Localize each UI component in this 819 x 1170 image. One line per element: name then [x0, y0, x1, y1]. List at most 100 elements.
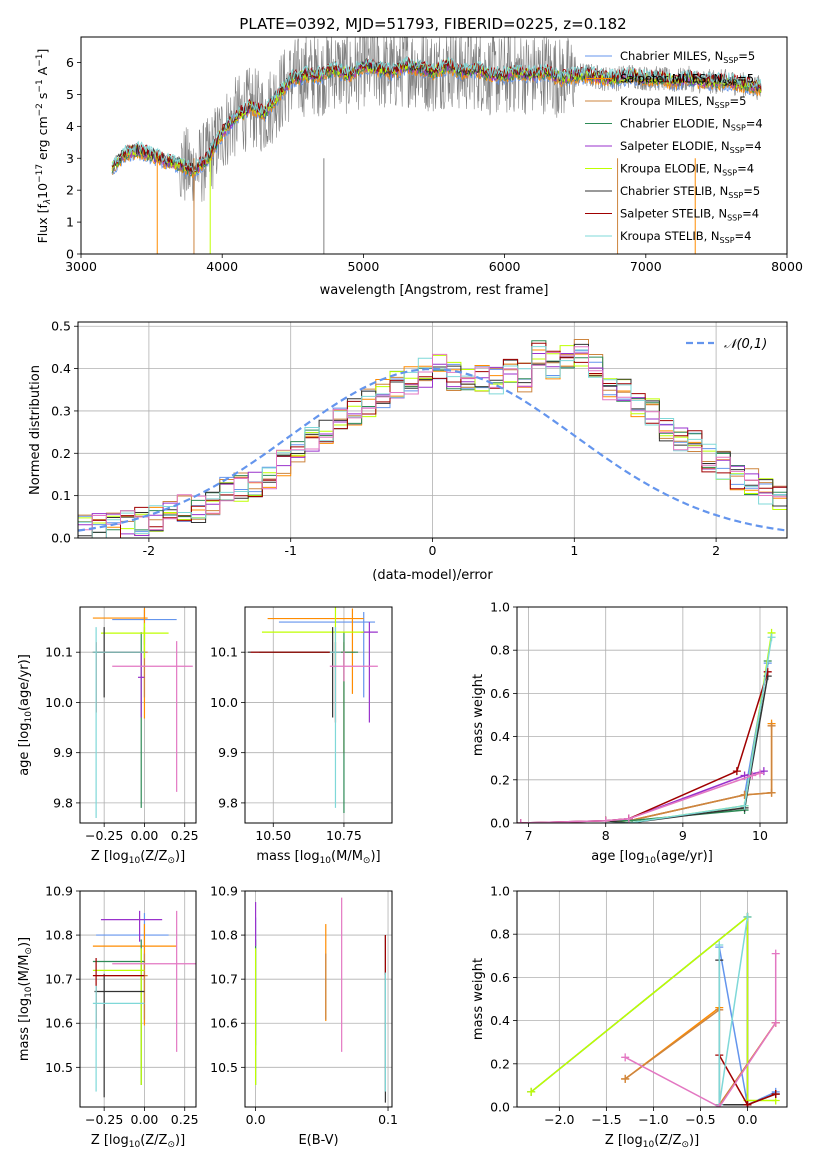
legend-entry: Kroupa MILES, NSSP=5: [620, 94, 746, 110]
label-part: −1: [35, 54, 45, 67]
label-part: (Z/Z: [654, 1133, 681, 1148]
x-tick-label: 0.25: [171, 1112, 199, 1127]
weight-marker: [732, 767, 741, 776]
y-tick-label: 0.2: [490, 772, 510, 787]
legend-entry: Salpeter STELIB, NSSP=4: [620, 207, 759, 223]
y-axis-label: Flux [fλ10−17 erg cm−2 s−1 A−1]: [35, 49, 53, 244]
legend-entry: Kroupa ELODIE, NSSP=4: [620, 162, 754, 178]
label-part: −2: [35, 103, 45, 116]
legend-text-part: =5: [737, 72, 754, 86]
legend-text-part: SSP: [723, 56, 738, 65]
label-part: 10: [320, 856, 332, 866]
x-axis-label: wavelength [Angstrom, rest frame]: [320, 283, 549, 298]
weight-line: [718, 916, 749, 1105]
y-tick-label: 0.3: [51, 403, 71, 418]
spectrum-panel: 3000 4000 5000 6000 7000 8000 0 1 2 3 4 5 6 wavelengt…: [35, 36, 803, 298]
y-tick-label: 0.0: [490, 816, 510, 831]
weight-line: [520, 772, 761, 823]
weight-marker: [527, 1087, 536, 1096]
plot-area: [78, 339, 787, 538]
weight-marker: [756, 769, 764, 778]
x-tick-label: 0.25: [171, 828, 199, 843]
axes-frame: [79, 890, 197, 1108]
label-part: A: [35, 66, 50, 79]
x-tick-label: 10.75: [326, 828, 362, 843]
x-tick-label: −1.0: [638, 1112, 668, 1127]
y-tick-label: 10.8: [210, 928, 238, 943]
label-part: (Z/Z: [140, 1133, 167, 1148]
y-tick-label: 10.6: [45, 1016, 73, 1031]
x-tick-label: 0.00: [131, 828, 159, 843]
weight-marker: [767, 721, 776, 730]
x-axis-label: Z [log10(Z/Z⊙)]: [91, 849, 185, 866]
weight-marker: [601, 816, 610, 823]
x-axis-label: E(B-V): [298, 1133, 338, 1148]
weight-marker: [621, 1074, 630, 1083]
x-tick-label: 0.0: [738, 1112, 758, 1127]
axes-frame: [244, 890, 393, 1108]
legend-text-part: Chabrier MILES, N: [620, 49, 723, 63]
label-part: Z [log: [91, 1133, 129, 1148]
weight-marker: [621, 1053, 630, 1062]
x-tick-label: 3000: [65, 259, 97, 274]
y-tick-label: 2: [66, 183, 74, 198]
weight-marker: [715, 1103, 724, 1107]
label-part: (M/M: [331, 849, 363, 864]
x-tick-label: 10.50: [255, 828, 291, 843]
legend-text-part: SSP: [730, 146, 745, 155]
axes-frame: [80, 36, 788, 255]
weight-marker: [743, 1100, 752, 1107]
axes-frame: [77, 321, 788, 539]
legend-text-part: SSP: [715, 101, 730, 110]
y-tick-label: 10.7: [210, 972, 238, 987]
label-part: mass [log: [256, 849, 319, 864]
grid: [245, 890, 392, 1107]
weight-marker: [771, 1018, 780, 1027]
legend-text-part: SSP: [720, 236, 735, 245]
label-part: Flux [f: [35, 204, 50, 244]
legend-entry: Salpeter ELODIE, NSSP=4: [620, 139, 762, 155]
x-tick-label: 0.1: [378, 1112, 398, 1127]
grid: [80, 890, 196, 1107]
label-part: )]: [175, 1133, 185, 1148]
x-tick-label: −0.5: [685, 1112, 715, 1127]
weight-line: [605, 675, 769, 823]
legend-text-part: SSP: [728, 191, 743, 200]
model-line-kroupa-stelib: [111, 55, 762, 173]
y-tick-label: 10.7: [45, 972, 73, 987]
x-tick-label: 0.00: [131, 1112, 159, 1127]
x-tick-label: 8: [602, 828, 610, 843]
figure-title: PLATE=0392, MJD=51793, FIBERID=0225, z=0…: [239, 15, 626, 33]
legend-text-part: SSP: [722, 169, 737, 178]
label-part: )]: [370, 849, 380, 864]
legend-text-part: Kroupa STELIB, N: [620, 229, 720, 243]
x-tick-label: 9: [679, 828, 687, 843]
axes-frame: [244, 606, 393, 824]
label-part: s: [35, 93, 50, 104]
label-part: )]: [175, 849, 185, 864]
legend-text-part: =4: [735, 229, 752, 243]
y-tick-label: 10.0: [45, 695, 73, 710]
mass-vs-ebv-panel: 0.0 0.1 10.5 10.6 10.7 10.8 10.9 E(B-V): [210, 884, 398, 1149]
label-part: )]: [17, 937, 32, 947]
legend-text-part: Salpeter ELODIE, N: [620, 139, 730, 153]
weight-marker: [740, 801, 749, 810]
x-axis-label: Z [log10(Z/Z⊙)]: [605, 1133, 699, 1150]
label-part: Z [log: [91, 849, 129, 864]
y-tick-label: 10.0: [210, 695, 238, 710]
weight-line: [520, 671, 769, 823]
weight-line: [530, 915, 776, 1102]
weight-marker: [624, 814, 633, 823]
y-tick-label: 0.8: [490, 643, 510, 658]
label-part: 10: [644, 856, 656, 866]
label-part: λ: [43, 199, 53, 205]
label-part: Z [log: [605, 1133, 643, 1148]
x-tick-label: −2.0: [544, 1112, 574, 1127]
label-part: mass [log: [17, 998, 32, 1061]
y-tick-label: 10.8: [45, 928, 73, 943]
y-tick-label: 0.6: [490, 970, 510, 985]
y-tick-label: 10.5: [210, 1060, 238, 1075]
legend-entry: Chabrier MILES, NSSP=5: [620, 49, 755, 65]
